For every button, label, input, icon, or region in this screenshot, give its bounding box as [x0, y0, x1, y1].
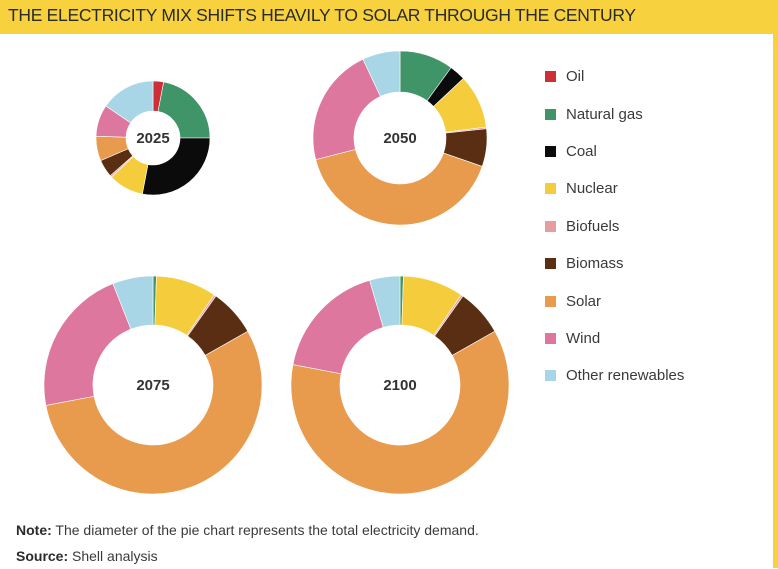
donut-2075: 2075	[43, 275, 263, 495]
source-text: Shell analysis	[72, 548, 158, 564]
chart-title: THE ELECTRICITY MIX SHIFTS HEAVILY TO SO…	[0, 0, 778, 34]
legend-label: Oil	[566, 68, 585, 86]
legend-swatch	[545, 183, 556, 195]
legend-swatch	[545, 145, 556, 157]
slice-2050-other-renewables	[362, 50, 401, 97]
slice-2100-solar	[290, 330, 510, 495]
donut-label-2025: 2025	[136, 130, 169, 147]
legend-item-solar: Solar	[545, 282, 684, 319]
legend-label: Other renewables	[566, 367, 685, 385]
legend-label: Nuclear	[566, 180, 618, 198]
legend-label: Wind	[566, 329, 601, 347]
donut-2025: 2025	[95, 80, 211, 196]
slice-2075-solar	[45, 330, 263, 495]
legend: Oil Natural gas Coal Nuclear Biofuels Biomass…	[545, 58, 684, 395]
donut-label-2050: 2050	[383, 130, 416, 147]
legend-swatch	[545, 370, 556, 382]
legend-item-nuclear: Nuclear	[545, 170, 684, 207]
legend-item-biofuels: Biofuels	[545, 208, 684, 245]
legend-item-coal: Coal	[545, 133, 684, 170]
legend-swatch	[545, 295, 556, 307]
donut-label-2100: 2100	[383, 377, 416, 394]
legend-swatch	[545, 220, 556, 232]
legend-label: Solar	[566, 292, 602, 310]
slice-2100-wind	[292, 279, 384, 375]
legend-label: Biomass	[566, 255, 624, 273]
slice-2075-wind	[43, 283, 132, 406]
source-label: Source:	[16, 548, 69, 564]
legend-swatch	[545, 71, 556, 83]
donut-2050: 2050	[312, 50, 488, 226]
note-text: The diameter of the pie chart represents…	[55, 522, 479, 538]
right-accent-bar	[773, 34, 778, 568]
footnote: Note: The diameter of the pie chart repr…	[16, 517, 479, 569]
slice-2100-other-renewables	[369, 275, 401, 328]
legend-item-other-renewables: Other renewables	[545, 357, 684, 394]
donut-2100: 2100	[290, 275, 510, 495]
slice-2025-other-renewables	[105, 80, 154, 124]
slice-2075-other-renewables	[112, 275, 154, 330]
legend-label: Natural gas	[566, 105, 643, 123]
note-label: Note:	[16, 522, 52, 538]
slice-2050-solar	[315, 149, 483, 226]
legend-item-biomass: Biomass	[545, 245, 684, 282]
legend-label: Coal	[566, 142, 597, 160]
legend-item-natural-gas: Natural gas	[545, 95, 684, 132]
legend-swatch	[545, 258, 556, 270]
donut-charts: 2025 2050 2075 2100	[43, 50, 510, 495]
legend-swatch	[545, 108, 556, 120]
note-line: Note: The diameter of the pie chart repr…	[16, 517, 479, 543]
source-line: Source: Shell analysis	[16, 543, 479, 569]
legend-label: Biofuels	[566, 217, 620, 235]
slice-2025-coal	[141, 137, 211, 196]
legend-item-oil: Oil	[545, 58, 684, 95]
legend-swatch	[545, 332, 556, 344]
legend-item-wind: Wind	[545, 320, 684, 357]
donut-label-2075: 2075	[136, 377, 169, 394]
